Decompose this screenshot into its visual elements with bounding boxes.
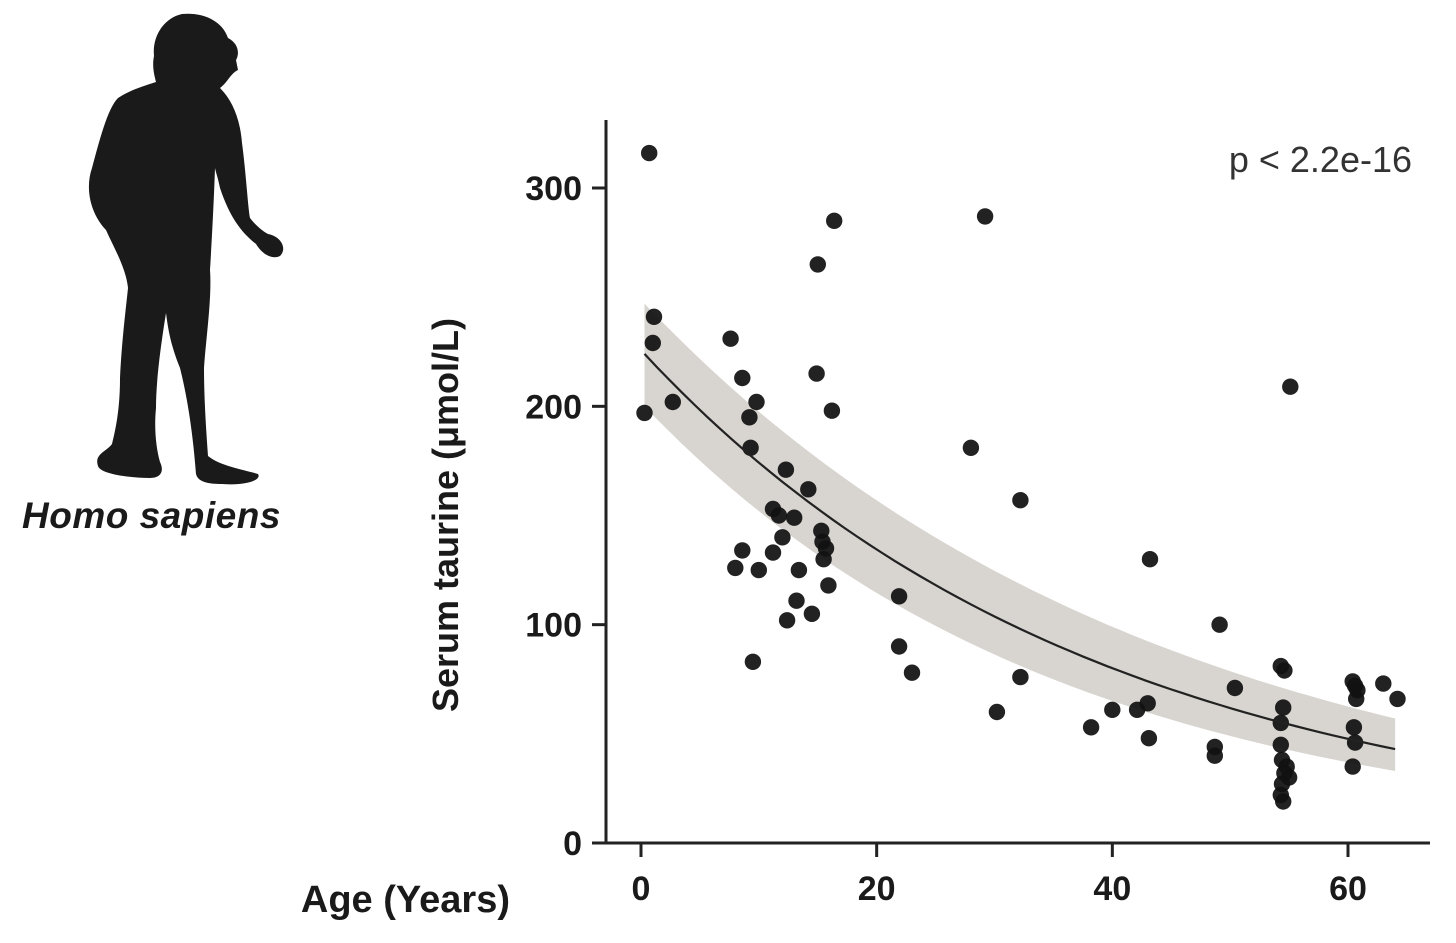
data-point [1345, 719, 1363, 736]
data-point [820, 577, 837, 594]
data-point [641, 144, 658, 162]
fit-line [643, 353, 1396, 751]
data-point [988, 703, 1006, 721]
data-point [734, 369, 751, 387]
data-point [809, 256, 826, 273]
data-point [770, 507, 788, 524]
p-value-annotation: p < 2.2e-16 [1229, 139, 1412, 180]
data-point [664, 393, 681, 411]
data-point [1375, 675, 1392, 692]
axes-layer: 0 100 200 300 0 20 40 60 [525, 120, 1430, 908]
x-tick-label: 0 [632, 870, 651, 908]
human-silhouette-icon [88, 13, 284, 485]
data-point [808, 365, 825, 382]
data-point [1012, 668, 1029, 686]
data-point [764, 544, 782, 561]
data-point [1139, 695, 1156, 712]
x-tick-label: 40 [1093, 870, 1131, 908]
y-axis-label: Serum taurine (μmol/L) [425, 318, 466, 712]
data-point [722, 330, 739, 347]
data-point [1206, 747, 1224, 764]
data-point [1211, 616, 1228, 633]
data-point [774, 529, 791, 546]
x-tick-label: 60 [1329, 870, 1367, 908]
data-point [741, 409, 758, 426]
data-point [777, 461, 795, 478]
data-point [1141, 551, 1159, 568]
silhouette-shape [88, 13, 284, 485]
data-point [788, 592, 805, 609]
data-point [890, 638, 908, 655]
data-point [1282, 378, 1299, 395]
data-point [817, 540, 835, 557]
y-tick-label: 200 [525, 388, 582, 426]
y-tick-label: 0 [563, 825, 582, 863]
data-point [727, 559, 744, 577]
data-point [1275, 699, 1292, 716]
data-point [823, 402, 841, 419]
data-point [890, 588, 908, 605]
data-point [636, 404, 653, 422]
data-point [826, 212, 843, 229]
data-point [1349, 682, 1366, 699]
data-point [1082, 719, 1100, 736]
data-point [1276, 662, 1293, 679]
species-label: Homo sapiens [22, 495, 281, 536]
data-point [1275, 793, 1292, 810]
data-point [786, 509, 803, 526]
data-point [750, 561, 767, 579]
data-point [644, 334, 661, 352]
fit-line-layer [643, 353, 1396, 751]
y-tick-label: 300 [525, 170, 582, 208]
y-tick-label: 100 [525, 607, 582, 645]
data-point [778, 612, 796, 629]
data-point [748, 393, 765, 411]
data-point [800, 481, 817, 498]
data-point [790, 561, 808, 579]
x-axis-label: Age (Years) [301, 879, 510, 921]
data-point [803, 605, 821, 622]
confidence-band-layer [644, 303, 1396, 771]
data-point [1104, 701, 1121, 718]
data-point [1012, 492, 1029, 509]
data-point [1140, 730, 1158, 747]
data-point [962, 439, 980, 456]
confidence-band [644, 303, 1396, 771]
data-point [734, 542, 751, 559]
data-point [976, 208, 994, 225]
data-point [903, 664, 921, 681]
data-point [1226, 679, 1244, 697]
data-point [744, 653, 762, 670]
x-tick-label: 20 [858, 870, 896, 908]
data-point [1280, 769, 1298, 786]
data-point [645, 308, 663, 325]
data-point [1272, 736, 1290, 753]
data-point [1389, 690, 1406, 708]
data-point [742, 439, 759, 456]
data-point [1344, 758, 1361, 775]
